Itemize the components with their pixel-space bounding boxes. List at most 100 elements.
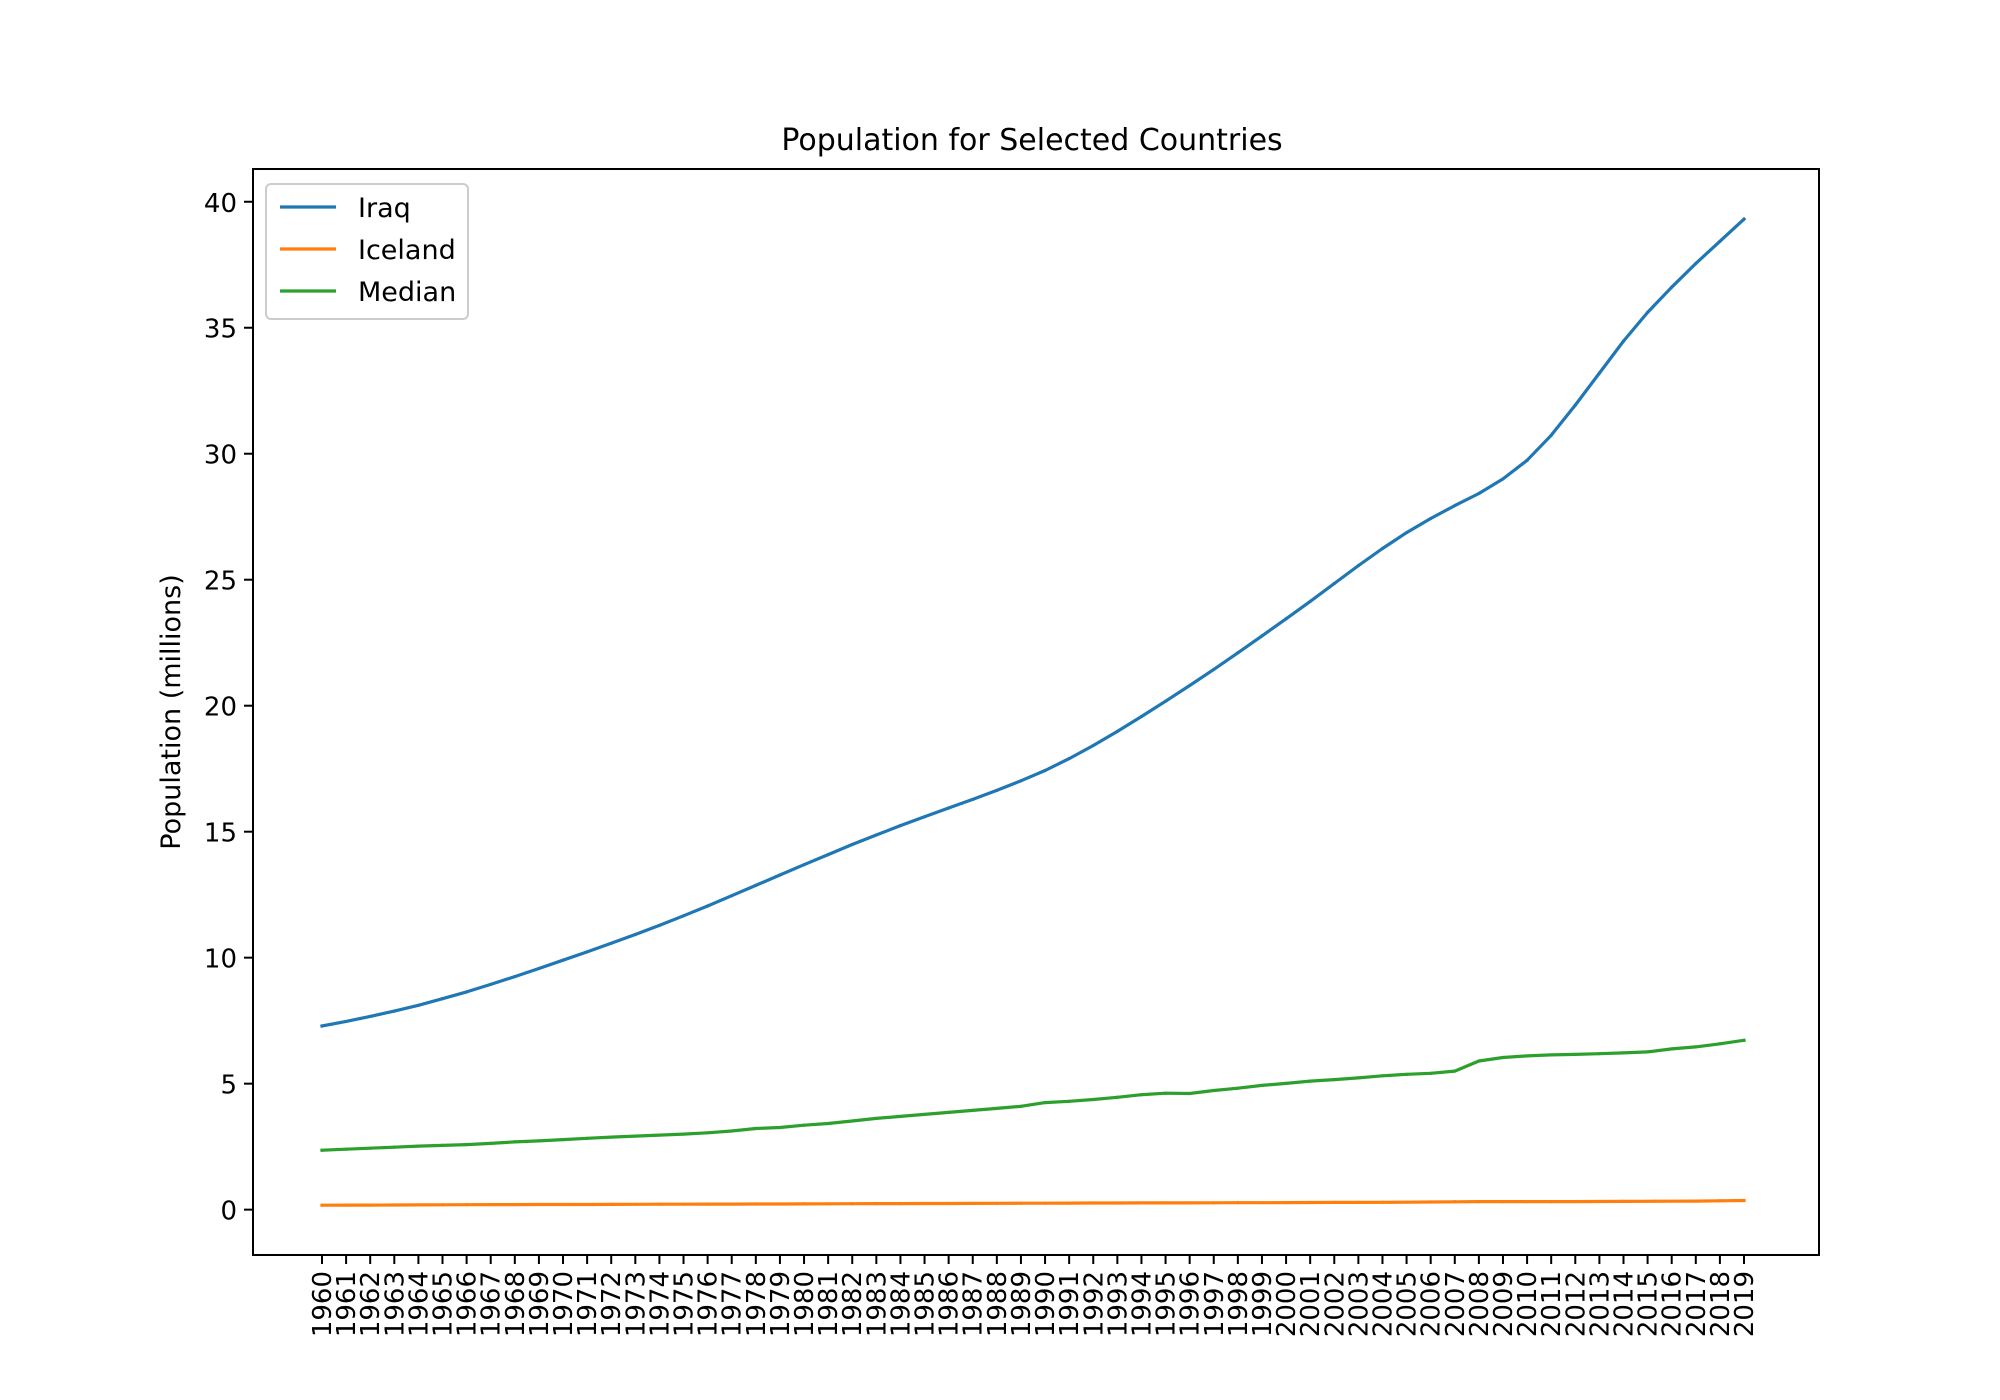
data-point-iceland [826,1202,830,1206]
x-tick-label: 1983 [862,1271,892,1337]
data-point-iceland [368,1203,372,1207]
x-tick-label: 2010 [1513,1271,1543,1337]
data-point-median [826,1121,830,1126]
x-tick-label: 2006 [1417,1271,1447,1337]
data-point-iceland [537,1202,541,1207]
data-point-iceland [320,1203,324,1207]
series-iceland [320,1198,1746,1207]
data-point-iraq [1429,516,1433,521]
x-tick-label: 1971 [573,1271,603,1337]
data-point-iraq [344,1019,348,1024]
data-point-median [1549,1053,1553,1057]
data-point-iceland [730,1202,734,1206]
data-point-iraq [1549,433,1553,437]
data-point-iceland [706,1202,710,1206]
data-point-median [1380,1074,1385,1078]
data-point-median [633,1134,637,1138]
data-point-iraq [368,1014,372,1018]
data-point-iceland [874,1202,878,1206]
data-point-median [1477,1059,1481,1063]
data-point-iceland [1356,1200,1360,1204]
data-point-iceland [1115,1201,1119,1205]
data-point-iraq [1573,403,1577,407]
x-tick-label: 1968 [501,1271,531,1337]
x-tick-label: 1969 [525,1271,555,1337]
x-tick-label: 2007 [1441,1271,1471,1337]
data-point-median [754,1126,758,1131]
plot-frame [252,168,1820,1256]
data-point-iraq [320,1024,324,1028]
legend-frame [265,183,469,320]
x-tick-label: 2015 [1634,1271,1664,1337]
x-tick-label: 1985 [911,1271,941,1337]
data-point-median [1043,1100,1047,1105]
y-tick-label: 35 [204,315,237,345]
data-point-median [1718,1042,1722,1046]
data-point-iraq [754,883,758,887]
y-axis-label: Population (millions) [156,574,187,850]
data-point-median [778,1125,782,1130]
data-point-median [730,1129,734,1133]
data-point-median [922,1112,927,1116]
data-point-median [1573,1052,1577,1057]
data-point-iceland [585,1202,589,1207]
data-point-iraq [392,1009,396,1013]
data-point-iraq [609,941,613,945]
data-point-iceland [1718,1199,1722,1203]
data-point-iceland [1308,1200,1312,1205]
data-point-iraq [1694,261,1698,266]
data-point-median [1115,1095,1119,1099]
x-tick-label: 1970 [549,1271,579,1337]
data-point-median [1308,1079,1312,1083]
data-point-iceland [465,1203,469,1207]
data-point-iraq [1453,504,1457,508]
x-tick-label: 1976 [694,1271,724,1337]
data-point-iraq [1501,477,1505,481]
data-point-iraq [465,990,469,994]
data-point-iceland [922,1201,927,1206]
data-point-median [947,1110,951,1114]
data-point-iceland [1670,1199,1674,1203]
data-point-iraq [778,873,782,877]
data-point-median [1621,1051,1626,1055]
legend-label-iceland: Iceland [358,235,456,266]
y-axis: 0 5 10 15 20 25 30 35 40 [204,189,253,1227]
data-point-iraq [1621,339,1626,343]
y-tick-label: 20 [204,693,237,723]
data-point-iceland [681,1202,686,1206]
data-point-iceland [1019,1201,1023,1205]
data-point-median [874,1116,878,1121]
data-point-iraq [1308,599,1312,603]
data-point-iceland [1501,1200,1505,1204]
data-point-iceland [995,1201,999,1205]
x-tick-label: 1963 [380,1271,410,1337]
data-point-iraq [1356,564,1360,568]
data-point-iceland [802,1202,806,1206]
data-point-iceland [1694,1199,1698,1203]
series-iraq [320,216,1747,1028]
x-tick-label: 1984 [886,1271,916,1337]
data-point-iraq [971,797,975,802]
x-tick-label: 1967 [477,1271,507,1337]
data-point-median [1429,1071,1433,1075]
legend-label-iraq: Iraq [358,193,411,224]
data-point-iceland [971,1201,975,1206]
x-tick-label: 1994 [1127,1271,1157,1337]
data-point-iceland [1429,1200,1433,1204]
data-point-iceland [1525,1200,1529,1204]
x-tick-label: 1961 [332,1271,362,1337]
data-point-iraq [1188,683,1192,688]
x-tick-label: 1997 [1200,1271,1230,1337]
data-point-iraq [440,997,445,1001]
data-point-iraq [1139,714,1144,719]
data-point-median [1284,1081,1288,1086]
data-point-iraq [416,1003,421,1007]
data-point-median [1694,1045,1698,1049]
data-point-iraq [947,806,951,810]
data-point-iceland [1573,1199,1577,1204]
data-point-iceland [1404,1200,1409,1204]
data-point-iceland [657,1202,662,1206]
x-tick-label: 2012 [1561,1271,1591,1337]
chart-title: Population for Selected Countries [781,123,1282,158]
data-point-iceland [898,1201,903,1206]
